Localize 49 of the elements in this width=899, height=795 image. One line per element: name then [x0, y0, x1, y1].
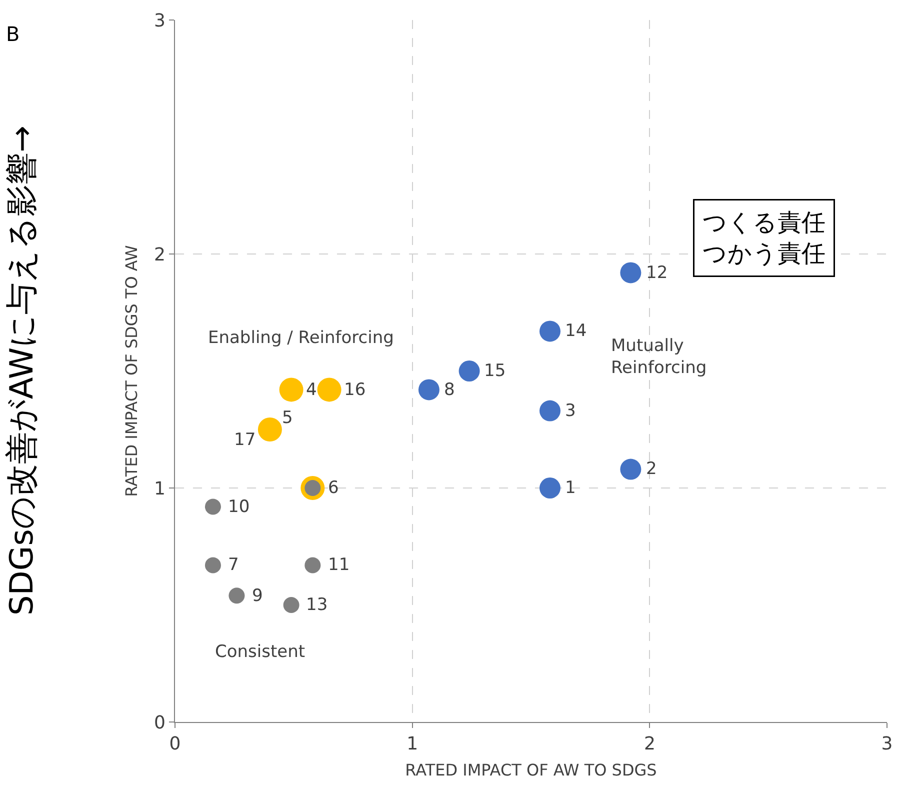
point [620, 458, 642, 480]
x-tick-label: 3 [881, 734, 893, 755]
point [317, 378, 342, 402]
point [204, 498, 221, 515]
annotation: 7 [228, 555, 239, 575]
annotation: 3 [565, 401, 576, 421]
annotation: 6 [328, 478, 339, 498]
annotation: Enabling / Reinforcing [208, 328, 394, 348]
point [258, 418, 282, 442]
annotation: 17 [234, 430, 256, 450]
annotation: 4 [306, 380, 317, 400]
point [279, 378, 304, 402]
point [540, 320, 560, 342]
annotation: 2 [646, 459, 657, 479]
point [204, 557, 221, 574]
y-tick-label: 3 [154, 10, 166, 32]
annotation: 15 [484, 361, 506, 381]
annotation: 5 [282, 408, 293, 428]
annotation: Consistent [215, 642, 306, 662]
point [540, 478, 560, 498]
annotation: 10 [228, 497, 250, 517]
x-tick-label: 1 [406, 734, 418, 755]
text: SDGsの改善がAWに与える影響→ [2, 126, 41, 616]
y-tick-label: 1 [154, 478, 166, 500]
annotation: 9 [252, 586, 263, 606]
annotation: つくる責任 [702, 208, 826, 236]
annotation: 11 [328, 555, 350, 575]
point [458, 360, 480, 382]
annotation: 13 [306, 595, 328, 615]
text: B [6, 22, 20, 46]
annotation: 8 [444, 380, 455, 400]
y-axis-title: RATED IMPACT OF SDGS TO AW [122, 245, 141, 497]
point [620, 262, 642, 284]
point [540, 400, 560, 422]
annotation: 1 [565, 478, 576, 498]
annotation: 14 [565, 321, 587, 341]
x-tick-label: 0 [169, 734, 181, 755]
point [418, 379, 440, 400]
y-tick-label: 0 [154, 712, 166, 734]
point [283, 597, 300, 613]
annotation: 16 [344, 380, 366, 400]
annotation: 12 [646, 263, 668, 283]
x-tick-label: 2 [644, 734, 656, 755]
x-axis-title: RATED IMPACT OF AW TO SDGS [405, 760, 657, 780]
y-tick-label: 2 [154, 244, 166, 266]
annotation: つかう責任 [702, 240, 826, 268]
point [228, 588, 245, 604]
annotation: Mutually Reinforcing [611, 336, 707, 378]
point [304, 557, 321, 574]
